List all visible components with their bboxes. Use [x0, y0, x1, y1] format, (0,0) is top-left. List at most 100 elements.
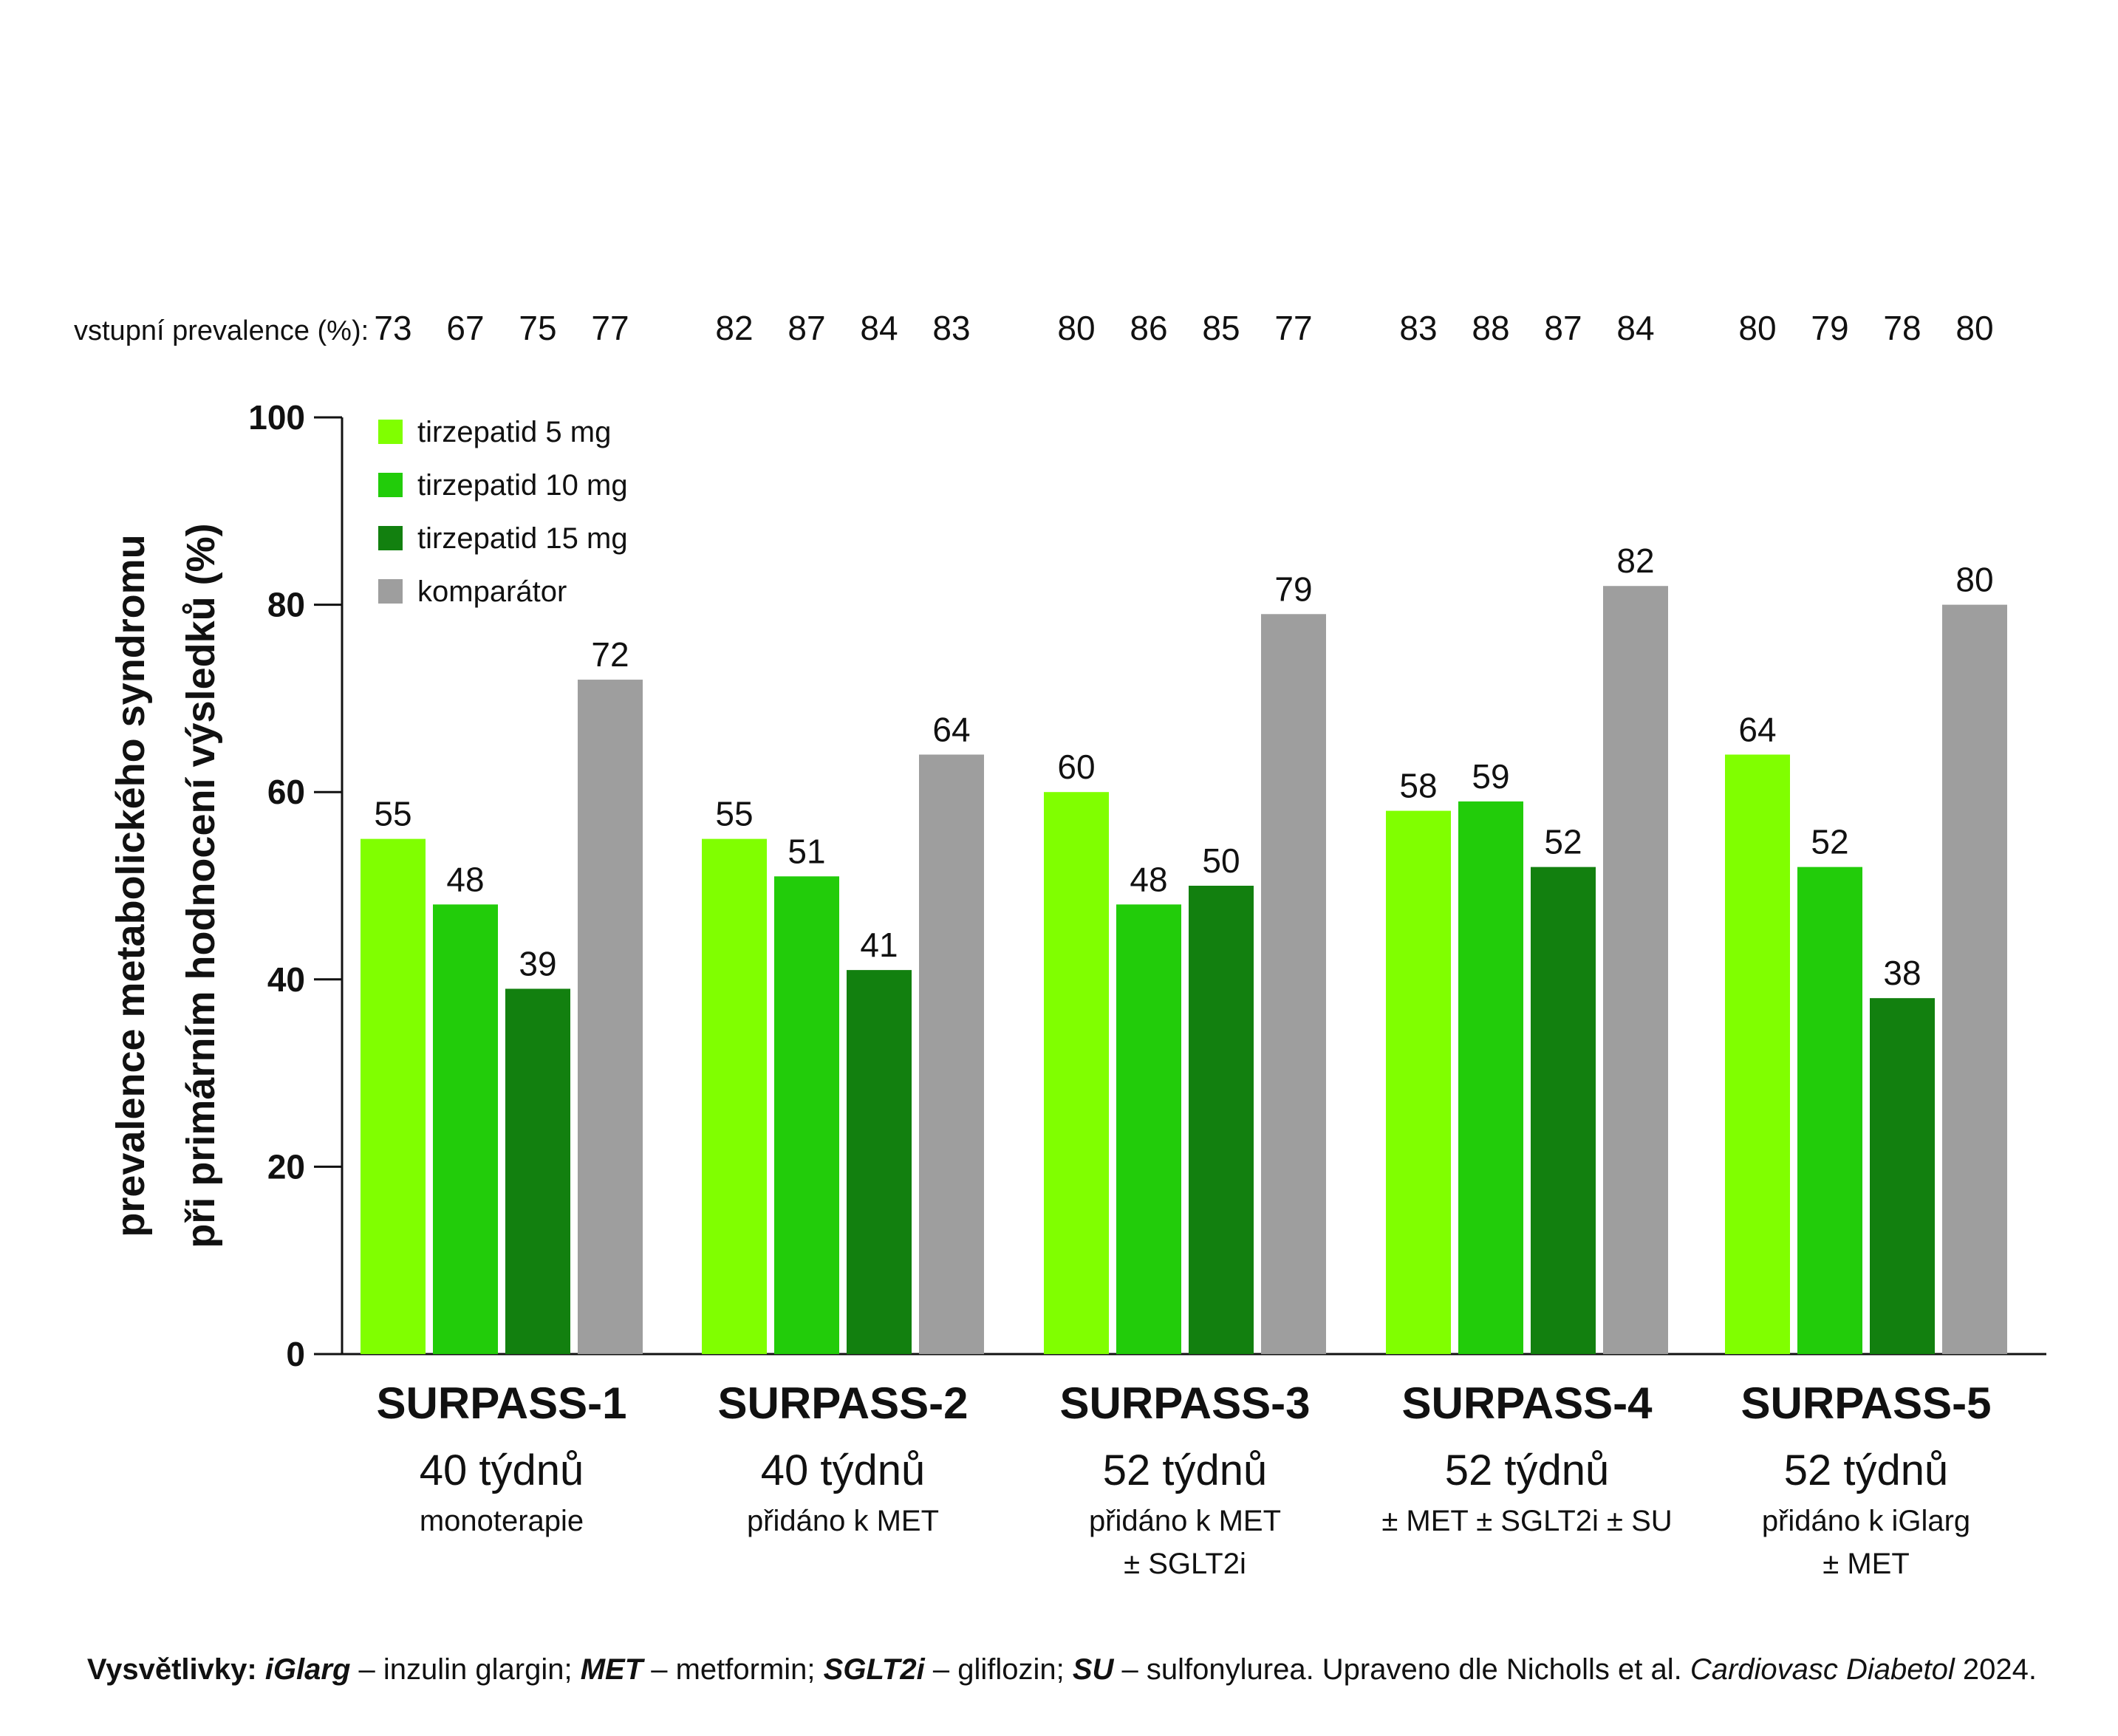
legend-label: tirzepatid 10 mg	[417, 469, 628, 502]
bar-value-label: 59	[1472, 757, 1509, 796]
bar	[1386, 810, 1451, 1354]
baseline-prevalence-value: 84	[1616, 309, 1654, 347]
group-note: přidáno k iGlarg	[1762, 1505, 1970, 1537]
baseline-prevalence-value: 82	[715, 309, 753, 347]
bar-value-label: 39	[519, 944, 556, 983]
bar-value-label: 52	[1811, 823, 1848, 861]
baseline-prevalence-value: 79	[1811, 309, 1848, 347]
legend-swatch	[378, 473, 403, 497]
baseline-prevalence-value: 80	[1057, 309, 1095, 347]
bar-value-label: 38	[1883, 954, 1921, 992]
bar	[578, 680, 643, 1354]
baseline-prevalence-value: 85	[1202, 309, 1240, 347]
footnote-label: Vysvětlivky:	[86, 1653, 257, 1686]
bar-value-label: 82	[1616, 541, 1654, 580]
bar	[1603, 586, 1668, 1354]
baseline-prevalence-value: 87	[788, 309, 825, 347]
group-name: SURPASS-2	[718, 1378, 969, 1428]
bar-value-label: 48	[446, 860, 484, 898]
bar-value-label: 41	[860, 926, 898, 964]
footnote-text-4: – sulfonylurea. Upraveno dle Nicholls et…	[1113, 1653, 1690, 1686]
bar	[1531, 867, 1596, 1354]
footnote-year: 2024.	[1954, 1653, 2037, 1686]
group-duration: 40 týdnů	[761, 1446, 926, 1494]
bar	[1116, 904, 1181, 1354]
bar	[433, 904, 498, 1354]
baseline-prevalence-value: 83	[932, 309, 970, 347]
footnote-abbr-iglarg: iGlarg	[264, 1653, 351, 1686]
bar-value-label: 64	[932, 710, 970, 748]
y-tick-label: 0	[286, 1335, 305, 1373]
bar-value-label: 55	[715, 795, 753, 833]
baseline-prevalence-value: 87	[1544, 309, 1582, 347]
baseline-prevalence-value: 77	[591, 309, 629, 347]
footnote-text-2: – metformin;	[643, 1653, 824, 1686]
group-duration: 52 týdnů	[1784, 1446, 1949, 1494]
group-name: SURPASS-4	[1402, 1378, 1653, 1428]
bar-value-label: 64	[1738, 710, 1776, 748]
y-tick-label: 100	[248, 398, 305, 437]
legend-label: komparátor	[417, 575, 567, 608]
footnote-text-3: – gliflozin;	[924, 1653, 1073, 1686]
group-name: SURPASS-5	[1741, 1378, 1992, 1428]
baseline-prevalence-value: 88	[1472, 309, 1509, 347]
legend-swatch	[378, 579, 403, 604]
group-note: ± MET	[1822, 1548, 1910, 1580]
y-axis-title-line: prevalence metabolického syndromu	[109, 534, 153, 1237]
bar-value-label: 55	[374, 795, 411, 833]
y-tick-label: 40	[267, 960, 305, 999]
bar	[1797, 867, 1862, 1354]
baseline-prevalence-value: 80	[1955, 309, 1993, 347]
footnote-text-1: – inzulin glargin;	[350, 1653, 581, 1686]
y-tick-label: 60	[267, 773, 305, 811]
group-note: ± SGLT2i	[1124, 1548, 1246, 1580]
baseline-prevalence-value: 67	[446, 309, 484, 347]
bar	[1870, 998, 1935, 1354]
baseline-prevalence-value: 75	[519, 309, 556, 347]
bar	[505, 988, 570, 1354]
bar	[1261, 614, 1326, 1354]
bar	[774, 876, 839, 1354]
bar-value-label: 48	[1130, 860, 1167, 898]
footnote: Vysvětlivky: iGlarg – inzulin glargin; M…	[0, 1653, 2037, 1687]
bar-value-label: 58	[1399, 767, 1437, 805]
group-note: ± MET ± SGLT2i ± SU	[1381, 1505, 1672, 1537]
footnote-abbr-su: SU	[1072, 1653, 1114, 1686]
legend-swatch	[378, 526, 403, 550]
bar-value-label: 50	[1202, 841, 1240, 880]
baseline-prevalence-value: 77	[1274, 309, 1312, 347]
y-tick-label: 80	[267, 586, 305, 624]
baseline-prevalence-value: 78	[1883, 309, 1921, 347]
baseline-prevalence-value: 84	[860, 309, 898, 347]
group-duration: 52 týdnů	[1103, 1446, 1268, 1494]
bar	[1942, 604, 2007, 1354]
group-name: SURPASS-3	[1060, 1378, 1311, 1428]
legend-label: tirzepatid 15 mg	[417, 522, 628, 555]
legend-swatch	[378, 420, 403, 444]
bar	[847, 970, 912, 1354]
group-note: přidáno k MET	[1089, 1505, 1281, 1537]
footnote-journal: Cardiovasc Diabetol	[1690, 1653, 1955, 1686]
bar-value-label: 51	[788, 832, 825, 870]
group-note: přidáno k MET	[747, 1505, 939, 1537]
group-note: monoterapie	[420, 1505, 584, 1537]
baseline-prevalence-label: vstupní prevalence (%):	[74, 315, 369, 346]
group-duration: 40 týdnů	[420, 1446, 584, 1494]
bar	[1725, 754, 1790, 1354]
legend-label: tirzepatid 5 mg	[417, 416, 611, 448]
baseline-prevalence-value: 73	[374, 309, 411, 347]
baseline-prevalence-value: 86	[1130, 309, 1167, 347]
y-tick-label: 20	[267, 1147, 305, 1186]
bar	[919, 754, 984, 1354]
baseline-prevalence-value: 83	[1399, 309, 1437, 347]
bar	[1044, 792, 1109, 1354]
group-name: SURPASS-1	[377, 1378, 627, 1428]
bar	[361, 838, 426, 1354]
footnote-abbr-met: MET	[580, 1653, 643, 1686]
bar-value-label: 80	[1955, 561, 1993, 599]
baseline-prevalence-value: 80	[1738, 309, 1776, 347]
bar-value-label: 52	[1544, 823, 1582, 861]
footnote-abbr-sglt2i: SGLT2i	[823, 1653, 925, 1686]
group-duration: 52 týdnů	[1445, 1446, 1610, 1494]
